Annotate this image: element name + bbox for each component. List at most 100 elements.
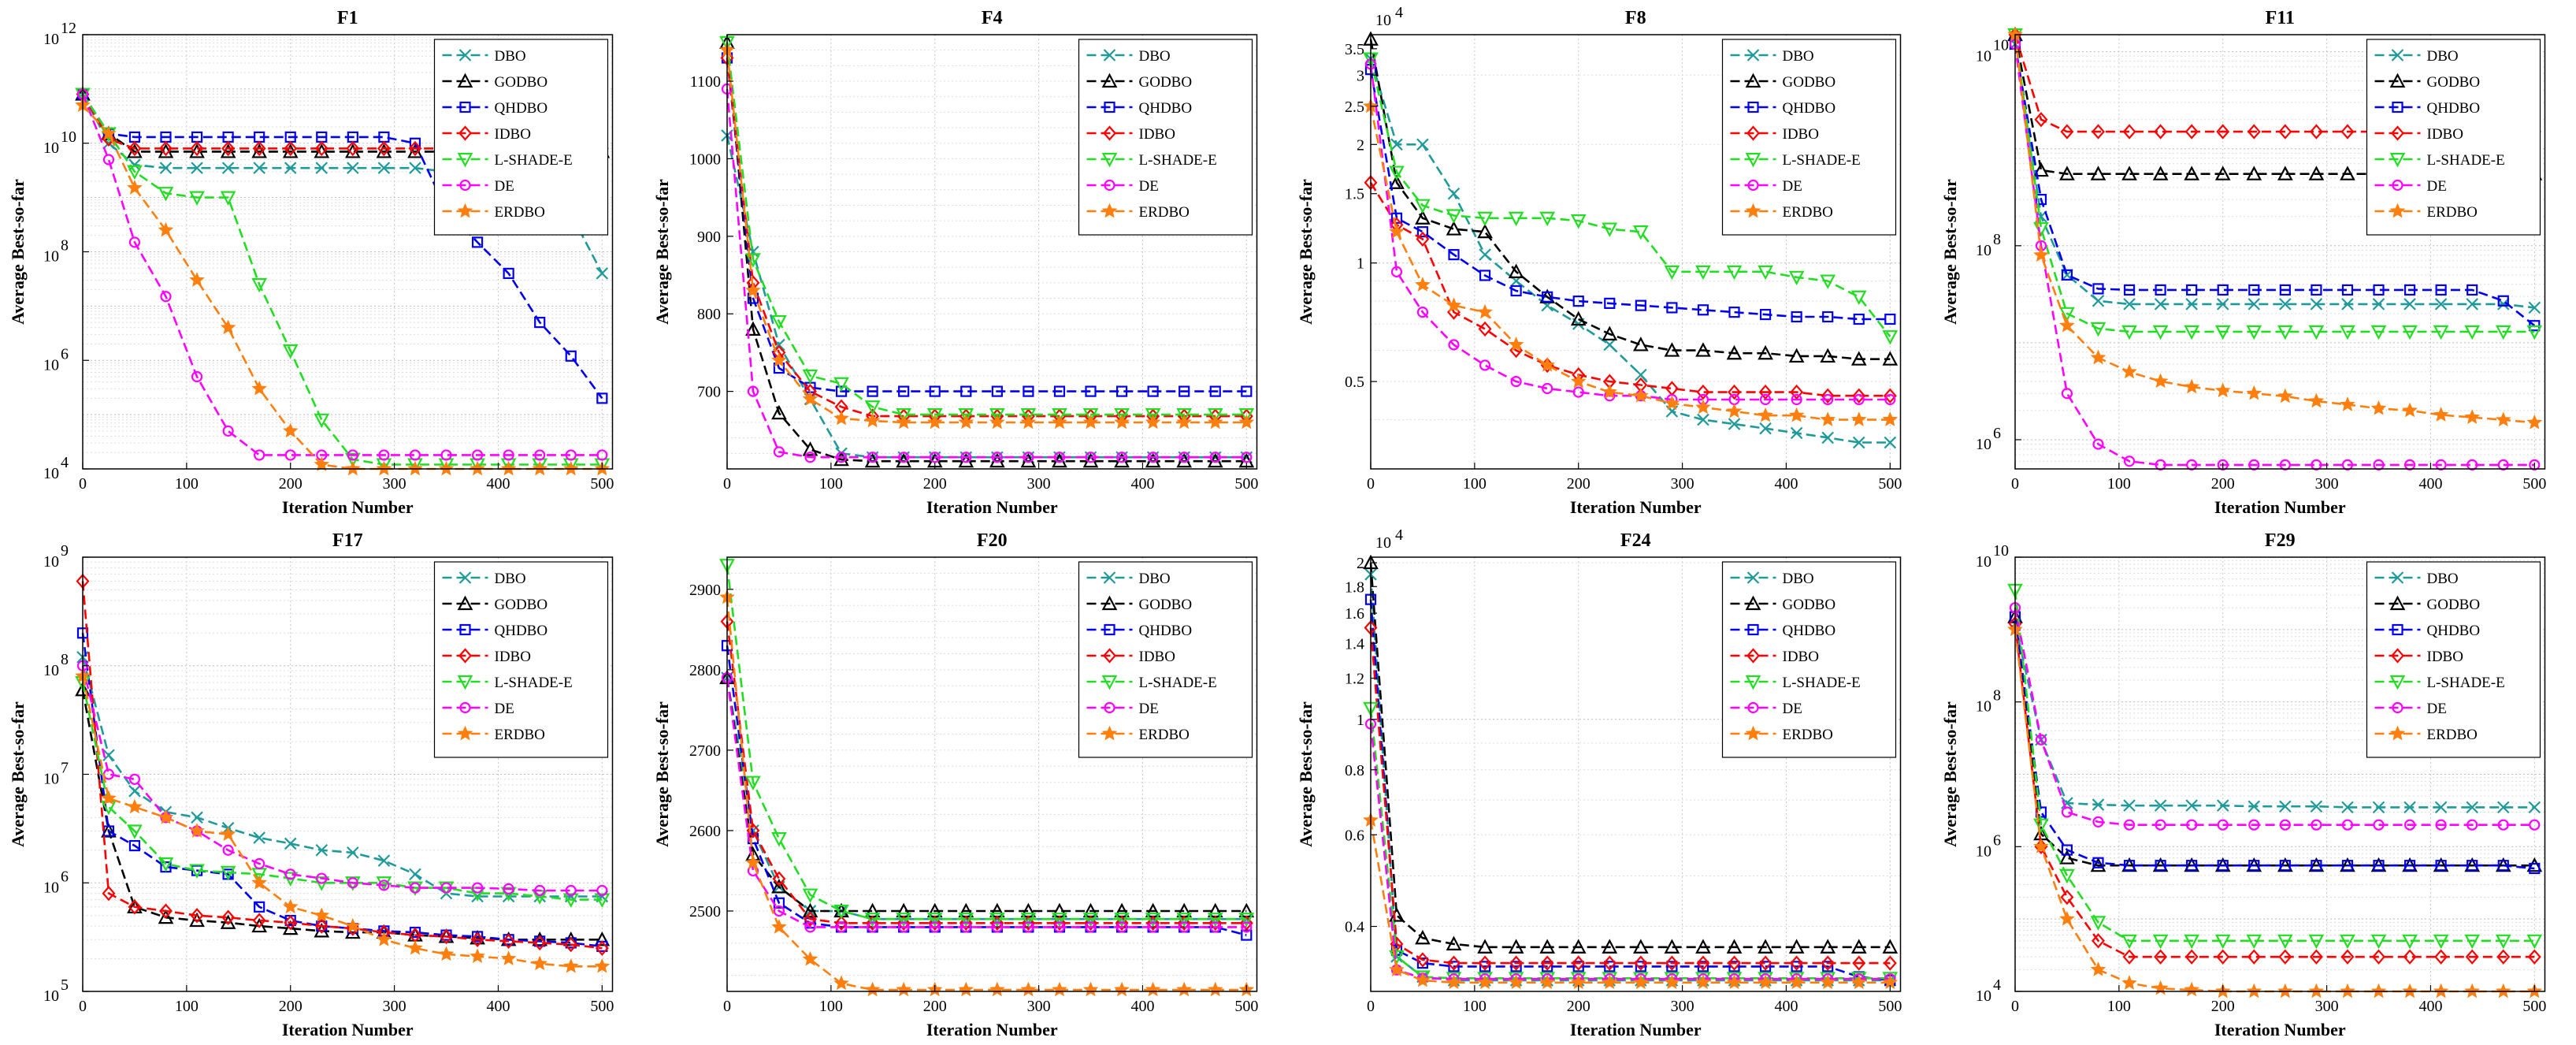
data-point-l-shade-e — [744, 253, 761, 268]
data-point-erdbo — [189, 823, 205, 838]
data-point-de — [804, 452, 816, 463]
x-axis-label: Iteration Number — [926, 497, 1057, 517]
x-tick-label: 500 — [1878, 475, 1902, 493]
y-tick-label: 10 — [43, 356, 59, 374]
y-tick-label: 900 — [697, 229, 721, 246]
legend-label: IDBO — [1783, 649, 1819, 665]
data-point-erdbo — [345, 917, 361, 933]
data-point-dbo — [2528, 301, 2541, 314]
legend-label: DBO — [1783, 571, 1814, 587]
data-point-l-shade-e — [1664, 265, 1680, 281]
series-line-erdbo — [1369, 106, 1891, 421]
data-point-qhdbo — [565, 350, 577, 362]
data-point-idbo — [1478, 321, 1492, 337]
data-point-de — [1884, 393, 1896, 406]
legend-label: DBO — [1138, 48, 1170, 65]
data-point-idbo — [1052, 915, 1066, 931]
x-axis-label: Iteration Number — [1570, 497, 1702, 517]
data-point-de — [254, 449, 265, 461]
x-tick-label: 0 — [1367, 475, 1375, 493]
data-point-erdbo — [989, 981, 1005, 997]
data-point-godbo — [833, 451, 849, 467]
data-point-idbo — [2309, 949, 2323, 965]
legend-marker-godbo — [2389, 595, 2405, 611]
legend-marker-de — [2391, 179, 2403, 192]
legend-label: DBO — [495, 48, 526, 65]
data-point-de — [1416, 307, 1429, 318]
data-point-l-shade-e — [802, 369, 818, 385]
data-point-de — [1510, 376, 1522, 388]
data-point-idbo — [1602, 955, 1616, 971]
data-point-dbo — [2216, 799, 2229, 812]
data-point-erdbo — [989, 414, 1005, 430]
legend-label: DE — [495, 178, 514, 195]
data-point-qhdbo — [1697, 961, 1709, 972]
data-point-erdbo — [532, 955, 548, 971]
data-point-godbo — [1633, 337, 1649, 351]
data-point-erdbo — [101, 125, 117, 140]
y-axis-label: Average Best-so-far — [1940, 179, 1960, 325]
data-point-erdbo — [470, 948, 485, 963]
data-point-idbo — [1821, 955, 1835, 971]
legend-marker-l-shade-e — [2389, 675, 2405, 690]
data-point-qhdbo — [2123, 860, 2135, 872]
data-point-l-shade-e — [2308, 934, 2324, 950]
data-point-idbo — [2496, 949, 2510, 965]
legend-marker-dbo — [1103, 571, 1115, 584]
data-point-idbo — [190, 908, 204, 924]
legend-marker-dbo — [458, 49, 472, 61]
data-point-l-shade-e — [2495, 934, 2511, 950]
data-point-de — [2528, 819, 2540, 831]
data-point-de — [2435, 819, 2447, 831]
data-point-erdbo — [1446, 974, 1462, 990]
y-axis-label: Average Best-so-far — [652, 701, 672, 847]
chart-panel-f8: 0 100 200 300 400 500 0.5 1 1.5 2 2.5 3 3.5 10 4 F8 Iter… — [1296, 4, 1902, 517]
data-point-l-shade-e — [127, 824, 143, 839]
data-point-l-shade-e — [2058, 868, 2075, 884]
y-tick-label: 700 — [697, 384, 721, 401]
x-tick-label: 400 — [1130, 998, 1154, 1015]
data-point-l-shade-e — [2214, 325, 2231, 340]
data-point-erdbo — [2370, 983, 2386, 999]
data-point-dbo — [2434, 801, 2447, 814]
legend-label: DE — [1783, 178, 1802, 195]
data-point-erdbo — [158, 809, 174, 824]
data-point-dbo — [2154, 799, 2166, 812]
data-point-de — [222, 844, 234, 856]
data-point-idbo — [221, 140, 236, 157]
y-tick-label: 10 — [1976, 553, 1991, 571]
series-line-godbo — [1369, 39, 1891, 361]
x-tick-label: 400 — [486, 475, 510, 493]
data-point-de — [102, 154, 115, 165]
data-point-erdbo — [2058, 317, 2075, 333]
y-tick-exponent: 6 — [1993, 425, 2001, 442]
data-point-l-shade-e — [1508, 211, 1524, 227]
series-line-de — [81, 665, 603, 892]
data-point-de — [1209, 921, 1221, 933]
legend-marker-de — [1103, 179, 1115, 192]
data-point-godbo — [2214, 165, 2231, 180]
data-point-l-shade-e — [833, 377, 849, 392]
data-point-erdbo — [957, 414, 974, 430]
legend-marker-dbo — [2391, 571, 2403, 584]
y-tick-label: 0.4 — [1345, 919, 1364, 936]
data-point-idbo — [408, 140, 422, 157]
data-point-idbo — [284, 915, 298, 931]
data-point-de — [1084, 452, 1097, 463]
data-point-dbo — [284, 837, 297, 850]
data-point-l-shade-e — [2433, 325, 2448, 340]
y-tick-label: 0.8 — [1345, 762, 1364, 779]
legend-marker-qhdbo — [1747, 623, 1759, 636]
legend-marker-idbo — [2390, 648, 2404, 664]
data-point-de — [2217, 459, 2229, 471]
data-point-erdbo — [2032, 838, 2049, 853]
y-tick-label: 1.5 — [1345, 186, 1364, 203]
data-point-godbo — [744, 321, 761, 336]
data-point-qhdbo — [2217, 284, 2229, 296]
legend-marker-erdbo — [2389, 725, 2405, 741]
y-tick-exponent: 4 — [1993, 976, 2001, 994]
data-point-erdbo — [438, 946, 455, 961]
data-point-erdbo — [1207, 981, 1223, 997]
data-point-erdbo — [2090, 349, 2106, 365]
legend-label: DE — [495, 701, 514, 717]
